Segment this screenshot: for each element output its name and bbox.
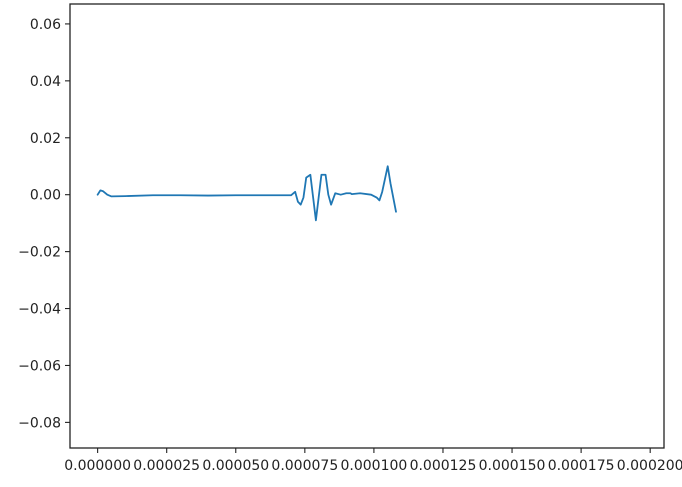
x-tick-label: 0.000075 (271, 458, 338, 474)
x-tick-label: 0.000000 (64, 458, 131, 474)
x-tick-label: 0.000025 (133, 458, 200, 474)
x-tick-label: 0.000200 (617, 458, 682, 474)
y-tick-label: −0.06 (18, 358, 61, 374)
y-tick-label: 0.04 (30, 74, 61, 90)
y-tick-label: −0.02 (18, 245, 61, 261)
plot-frame (69, 3, 665, 449)
y-axis: −0.08 −0.06 −0.04 −0.02 0.00 0.02 0.04 0.06 (18, 17, 70, 431)
y-tick-label: −0.08 (18, 415, 61, 431)
y-tick-label: 0.02 (30, 131, 61, 147)
series-layer (96, 165, 397, 222)
y-tick-label: 0.00 (30, 188, 61, 204)
x-tick-label: 0.000050 (202, 458, 269, 474)
x-tick-label: 0.000175 (548, 458, 615, 474)
x-tick-label: 0.000100 (341, 458, 408, 474)
x-axis: 0.000000 0.000025 0.000050 0.000075 0.000100… (64, 448, 682, 474)
x-tick-label: 0.000150 (479, 458, 546, 474)
series-line (96, 165, 397, 222)
x-tick-label: 0.000125 (410, 458, 477, 474)
y-tick-label: −0.04 (18, 302, 61, 318)
y-tick-label: 0.06 (30, 17, 61, 33)
